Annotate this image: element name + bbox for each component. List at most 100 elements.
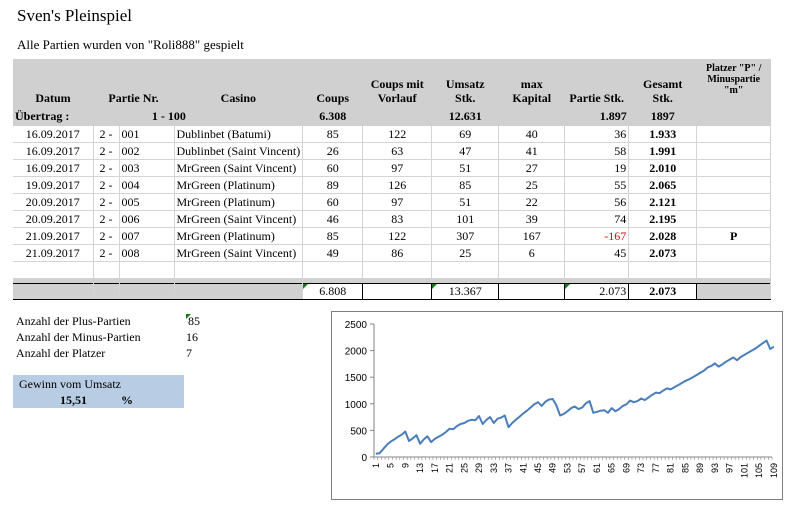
- stat-platzer: Anzahl der Platzer 7: [16, 346, 192, 361]
- row-partie-nr: 004: [119, 176, 175, 194]
- row-kapital: 27: [498, 159, 566, 177]
- row-partie-nr: 002: [119, 142, 175, 160]
- x-tick-label: 5: [386, 463, 396, 468]
- row-casino: MrGreen (Saint Vincent): [174, 244, 304, 262]
- row-coups: 46: [302, 210, 364, 228]
- row-vorlauf: 97: [362, 193, 433, 211]
- row-datum: 21.09.2017: [13, 244, 94, 262]
- x-tick-label: 77: [651, 463, 661, 473]
- stat-plus: Anzahl der Plus-Partien 85: [16, 314, 200, 329]
- stat-plus-label: Anzahl der Plus-Partien: [16, 314, 131, 328]
- x-tick-label: 57: [577, 463, 587, 473]
- balance-chart: 0 500 1000 1500 2000 2500 1 5 9 13 17 21 25 29 33 37 41 4…: [331, 311, 783, 500]
- row-partie-stk: 56: [564, 193, 630, 211]
- table-row: 21.09.2017 2 -007 MrGreen (Platinum) 85 122 3…: [13, 227, 772, 245]
- row-coups: 85: [302, 126, 364, 143]
- y-tick-label: 2500: [345, 320, 368, 331]
- row-partie-nr: 001: [119, 126, 175, 143]
- row-partie-stk: 45: [564, 244, 630, 262]
- row-partie-stk: 36: [564, 126, 630, 143]
- row-platzer: [696, 176, 772, 194]
- row-datum: 20.09.2017: [13, 210, 94, 228]
- total-partie-stk: 2.073: [564, 283, 630, 300]
- row-partie-stk: -167: [564, 227, 630, 245]
- row-kapital: 40: [498, 126, 566, 143]
- row-platzer: [696, 193, 772, 211]
- row-platzer: [696, 126, 772, 143]
- header-partie-stk: Partie Stk.: [564, 59, 629, 106]
- ubertrag-range: 1 - 100: [93, 106, 303, 126]
- row-coups: 89: [302, 176, 364, 194]
- ubertrag-label: Übertrag :: [13, 106, 93, 126]
- x-tick-label: 17: [430, 463, 440, 473]
- row-partie-nr: 007: [119, 227, 175, 245]
- x-tick-label: 25: [459, 463, 469, 473]
- table-row: 16.09.2017 2 -001 Dublinbet (Batumi) 85 122 6…: [13, 126, 772, 143]
- row-prefix: 2 -: [93, 193, 120, 211]
- row-partie-nr: 008: [119, 244, 175, 262]
- x-tick-label: 45: [533, 463, 543, 473]
- row-datum: 16.09.2017: [13, 142, 94, 160]
- table-row: 16.09.2017 2 -003 MrGreen (Saint Vincent) 6…: [13, 159, 772, 177]
- total-umsatz: 13.367: [431, 283, 500, 300]
- header-partie-nr: Partie Nr.: [93, 59, 174, 106]
- row-umsatz: 69: [431, 126, 500, 143]
- x-tick-label: 101: [739, 463, 749, 478]
- row-platzer: [696, 159, 772, 177]
- stat-minus: Anzahl der Minus-Partien 16: [16, 330, 198, 345]
- gewinn-label: Gewinn vom Umsatz: [19, 377, 121, 391]
- stat-plus-value: 85: [186, 314, 200, 328]
- x-tick-label: 85: [680, 463, 690, 473]
- x-tick-label: 29: [474, 463, 484, 473]
- x-tick-label: 97: [725, 463, 735, 473]
- x-tick-label: 1: [371, 463, 381, 468]
- x-tick-label: 69: [621, 463, 631, 473]
- row-datum: 16.09.2017: [13, 126, 94, 143]
- x-tick-label: 81: [666, 463, 676, 473]
- row-gesamt: 1.933: [628, 126, 698, 143]
- row-gesamt: 1.991: [628, 142, 698, 160]
- row-partie-stk: 19: [564, 159, 630, 177]
- row-gesamt: 2.195: [628, 210, 698, 228]
- row-partie-stk: 55: [564, 176, 630, 194]
- x-tick-label: 41: [518, 463, 528, 473]
- y-tick-label: 2000: [345, 347, 368, 358]
- row-vorlauf: 122: [362, 227, 433, 245]
- gewinn-value: 15,51: [60, 393, 87, 407]
- row-prefix: 2 -: [93, 142, 120, 160]
- row-prefix: 2 -: [93, 210, 120, 228]
- row-kapital: 41: [498, 142, 566, 160]
- y-tick-label: 1000: [345, 400, 368, 411]
- row-kapital: 39: [498, 210, 566, 228]
- row-kapital: 6: [498, 244, 566, 262]
- series-line: [375, 339, 775, 455]
- stat-minus-value: 16: [186, 330, 198, 344]
- row-partie-nr: 005: [119, 193, 175, 211]
- row-coups: 26: [302, 142, 364, 160]
- x-tick-label: 105: [754, 463, 764, 478]
- header-gesamt: Gesamt Stk.: [628, 59, 697, 106]
- ubertrag-umsatz: 12.631: [431, 106, 499, 126]
- row-prefix: 2 -: [93, 126, 120, 143]
- row-casino: Dublinbet (Saint Vincent): [174, 142, 304, 160]
- empty-row: [13, 261, 772, 279]
- row-casino: MrGreen (Saint Vincent): [174, 210, 304, 228]
- row-vorlauf: 126: [362, 176, 433, 194]
- row-vorlauf: 63: [362, 142, 433, 160]
- table-row: 20.09.2017 2 -006 MrGreen (Saint Vincent) 4…: [13, 210, 772, 228]
- totals-row: 6.808 13.367 2.073 2.073: [13, 283, 772, 300]
- row-casino: MrGreen (Saint Vincent): [174, 159, 304, 177]
- row-vorlauf: 83: [362, 210, 433, 228]
- ubertrag-coups: 6.308: [302, 106, 363, 126]
- table-row: 19.09.2017 2 -004 MrGreen (Platinum) 89 126 8…: [13, 176, 772, 194]
- x-tick-label: 37: [504, 463, 514, 473]
- table-row: 20.09.2017 2 -005 MrGreen (Platinum) 60 97 51…: [13, 193, 772, 211]
- ubertrag-gesamt: 1897: [628, 106, 697, 126]
- row-platzer: P: [696, 227, 772, 245]
- row-umsatz: 85: [431, 176, 500, 194]
- row-umsatz: 51: [431, 159, 500, 177]
- row-kapital: 167: [498, 227, 566, 245]
- chart-svg: 0 500 1000 1500 2000 2500 1 5 9 13 17 21 25 29 33 37 41 4…: [345, 320, 779, 478]
- row-gesamt: 2.010: [628, 159, 698, 177]
- page-subtitle: Alle Partien wurden von "Roli888" gespie…: [17, 37, 244, 52]
